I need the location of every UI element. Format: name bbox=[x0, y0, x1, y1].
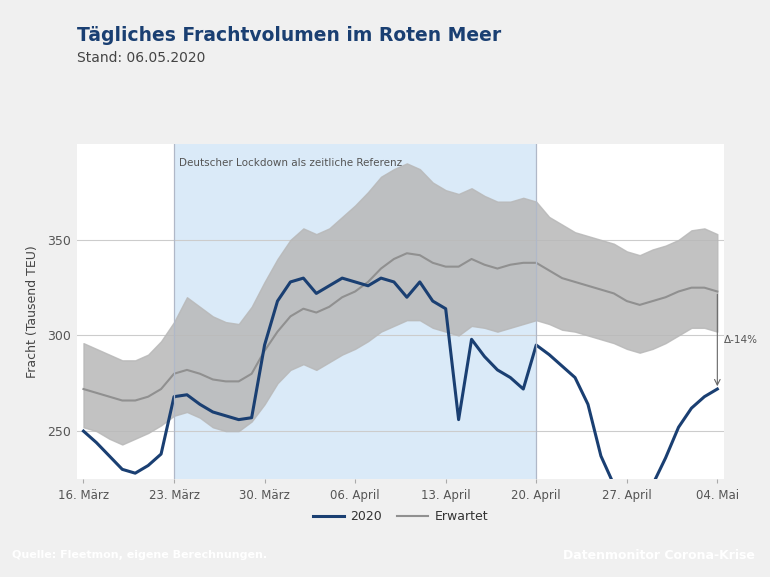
Legend: 2020, Erwartet: 2020, Erwartet bbox=[308, 505, 493, 528]
Text: Tägliches Frachtvolumen im Roten Meer: Tägliches Frachtvolumen im Roten Meer bbox=[77, 26, 501, 45]
Text: Quelle: Fleetmon, eigene Berechnungen.: Quelle: Fleetmon, eigene Berechnungen. bbox=[12, 550, 266, 560]
Y-axis label: Fracht (Tausend TEU): Fracht (Tausend TEU) bbox=[26, 245, 39, 378]
Text: Datenmonitor Corona-Krise: Datenmonitor Corona-Krise bbox=[563, 549, 755, 562]
Text: Stand: 06.05.2020: Stand: 06.05.2020 bbox=[77, 51, 206, 65]
Text: Δ-14%: Δ-14% bbox=[724, 335, 758, 345]
Bar bbox=[174, 144, 536, 479]
Text: Deutscher Lockdown als zeitliche Referenz: Deutscher Lockdown als zeitliche Referen… bbox=[179, 158, 402, 168]
